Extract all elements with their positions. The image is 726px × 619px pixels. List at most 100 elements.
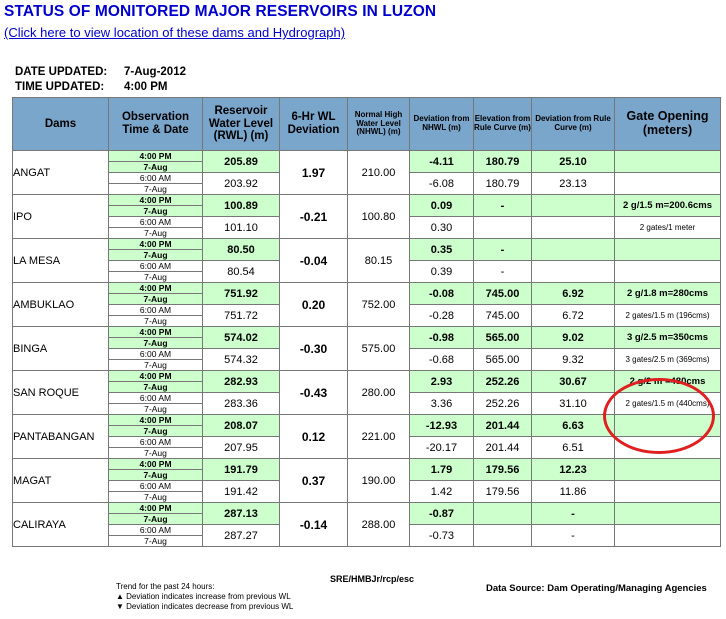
date-updated-value: 7-Aug-2012 (124, 66, 186, 78)
table-row: 6:00 AM 101.10 0.30 2 gates/1 meter (13, 216, 721, 239)
gate-opening-previous (614, 172, 721, 195)
reservoir-status-table: Dams Observation Time & Date Reservoir W… (12, 97, 721, 547)
deviation-nhwl-current: -0.98 (409, 326, 474, 349)
six-hr-deviation: -0.30 (279, 326, 348, 371)
rwl-current: 100.89 (202, 194, 280, 217)
page-title: STATUS OF MONITORED MAJOR RESERVOIRS IN … (4, 3, 437, 20)
obs-date-previous: 7-Aug (108, 491, 203, 503)
obs-time-current: 4:00 PM (108, 458, 203, 470)
rwl-previous: 207.95 (202, 436, 280, 459)
rwl-previous: 191.42 (202, 480, 280, 503)
time-updated: TIME UPDATED: 4:00 PM (15, 81, 167, 93)
elevation-rule-current: 180.79 (473, 150, 532, 173)
six-hr-deviation: -0.04 (279, 238, 348, 283)
obs-time-current: 4:00 PM (108, 150, 203, 162)
obs-date-previous: 7-Aug (108, 403, 203, 415)
deviation-nhwl-current: 0.09 (409, 194, 474, 217)
gate-opening-previous (614, 480, 721, 503)
rwl-current: 282.93 (202, 370, 280, 393)
deviation-rule-current: 30.67 (531, 370, 615, 393)
deviation-nhwl-current: 0.35 (409, 238, 474, 261)
deviation-rule-previous: 23.13 (531, 172, 615, 195)
table-row: 7-Aug (13, 535, 721, 547)
deviation-rule-previous (531, 260, 615, 283)
nhwl-value: 575.00 (347, 326, 410, 371)
deviation-nhwl-previous: 3.36 (409, 392, 474, 415)
rwl-current: 80.50 (202, 238, 280, 261)
rwl-current: 208.07 (202, 414, 280, 437)
deviation-nhwl-current: 2.93 (409, 370, 474, 393)
dam-name: MAGAT (12, 458, 109, 503)
header-deviation-nhwl: Deviation from NHWL (m) (409, 97, 474, 151)
nhwl-value: 80.15 (347, 238, 410, 283)
rwl-current: 205.89 (202, 150, 280, 173)
legend-decrease: ▼ Deviation indicates decrease from prev… (116, 602, 293, 611)
deviation-nhwl-current: -4.11 (409, 150, 474, 173)
elevation-rule-previous: 252.26 (473, 392, 532, 415)
gate-opening-current (614, 502, 721, 525)
six-hr-deviation: 1.97 (279, 150, 348, 195)
elevation-rule-previous (473, 524, 532, 547)
dam-name: BINGA (12, 326, 109, 371)
nhwl-value: 190.00 (347, 458, 410, 503)
deviation-nhwl-previous: -6.08 (409, 172, 474, 195)
elevation-rule-current (473, 502, 532, 525)
table-row: 7-Aug (13, 491, 721, 503)
obs-date-current: 7-Aug (108, 205, 203, 217)
header-nhwl: Normal High Water Level (NHWL) (m) (347, 97, 410, 151)
deviation-rule-previous: 9.32 (531, 348, 615, 371)
dam-name: SAN ROQUE (12, 370, 109, 415)
obs-date-previous: 7-Aug (108, 271, 203, 283)
obs-time-previous: 6:00 AM (108, 172, 203, 184)
header-6hr-deviation: 6-Hr WL Deviation (279, 97, 348, 151)
obs-time-current: 4:00 PM (108, 502, 203, 514)
elevation-rule-current: 201.44 (473, 414, 532, 437)
deviation-rule-previous: 11.86 (531, 480, 615, 503)
obs-date-previous: 7-Aug (108, 183, 203, 195)
elevation-rule-previous: 565.00 (473, 348, 532, 371)
rwl-previous: 283.36 (202, 392, 280, 415)
rwl-previous: 101.10 (202, 216, 280, 239)
elevation-rule-previous: - (473, 260, 532, 283)
rwl-previous: 80.54 (202, 260, 280, 283)
obs-date-current: 7-Aug (108, 161, 203, 173)
obs-time-previous: 6:00 AM (108, 260, 203, 272)
header-dams: Dams (12, 97, 109, 151)
header-gate-opening: Gate Opening (meters) (614, 97, 721, 151)
gate-opening-current: 2 g/1.5 m=200.6cms (614, 194, 721, 217)
deviation-rule-previous: 6.51 (531, 436, 615, 459)
table-row: 6:00 AM 80.54 0.39- (13, 260, 721, 283)
header-deviation-rule-curve: Deviation from Rule Curve (m) (531, 97, 615, 151)
six-hr-deviation: -0.14 (279, 502, 348, 547)
gate-opening-previous: 2 gates/1.5 m (196cms) (614, 304, 721, 327)
deviation-nhwl-previous: -0.28 (409, 304, 474, 327)
date-updated-label: DATE UPDATED: (15, 66, 108, 78)
obs-date-current: 7-Aug (108, 337, 203, 349)
table-row: BINGA 4:00 PM 574.02 -0.30 575.00 -0.98 565.00… (12, 326, 721, 371)
deviation-rule-current: 6.63 (531, 414, 615, 437)
gate-opening-previous: 2 gates/1 meter (614, 216, 721, 239)
deviation-nhwl-current: -12.93 (409, 414, 474, 437)
obs-date-current: 7-Aug (108, 293, 203, 305)
elevation-rule-previous: 201.44 (473, 436, 532, 459)
nhwl-value: 288.00 (347, 502, 410, 547)
dam-name: AMBUKLAO (12, 282, 109, 327)
time-updated-label: TIME UPDATED: (15, 81, 105, 93)
deviation-rule-current: 25.10 (531, 150, 615, 173)
nhwl-value: 100.80 (347, 194, 410, 239)
gate-opening-previous: 3 gates/2.5 m (369cms) (614, 348, 721, 371)
nhwl-value: 221.00 (347, 414, 410, 459)
legend-decrease-text: Deviation indicates decrease from previo… (126, 602, 294, 611)
rwl-previous: 203.92 (202, 172, 280, 195)
six-hr-deviation: -0.21 (279, 194, 348, 239)
obs-time-previous: 6:00 AM (108, 436, 203, 448)
obs-time-previous: 6:00 AM (108, 304, 203, 316)
dams-location-link[interactable]: (Click here to view location of these da… (4, 25, 346, 40)
six-hr-deviation: 0.12 (279, 414, 348, 459)
deviation-nhwl-previous: 1.42 (409, 480, 474, 503)
rwl-previous: 574.32 (202, 348, 280, 371)
elevation-rule-previous: 179.56 (473, 480, 532, 503)
obs-time-current: 4:00 PM (108, 326, 203, 338)
rwl-previous: 751.72 (202, 304, 280, 327)
elevation-rule-current: 179.56 (473, 458, 532, 481)
